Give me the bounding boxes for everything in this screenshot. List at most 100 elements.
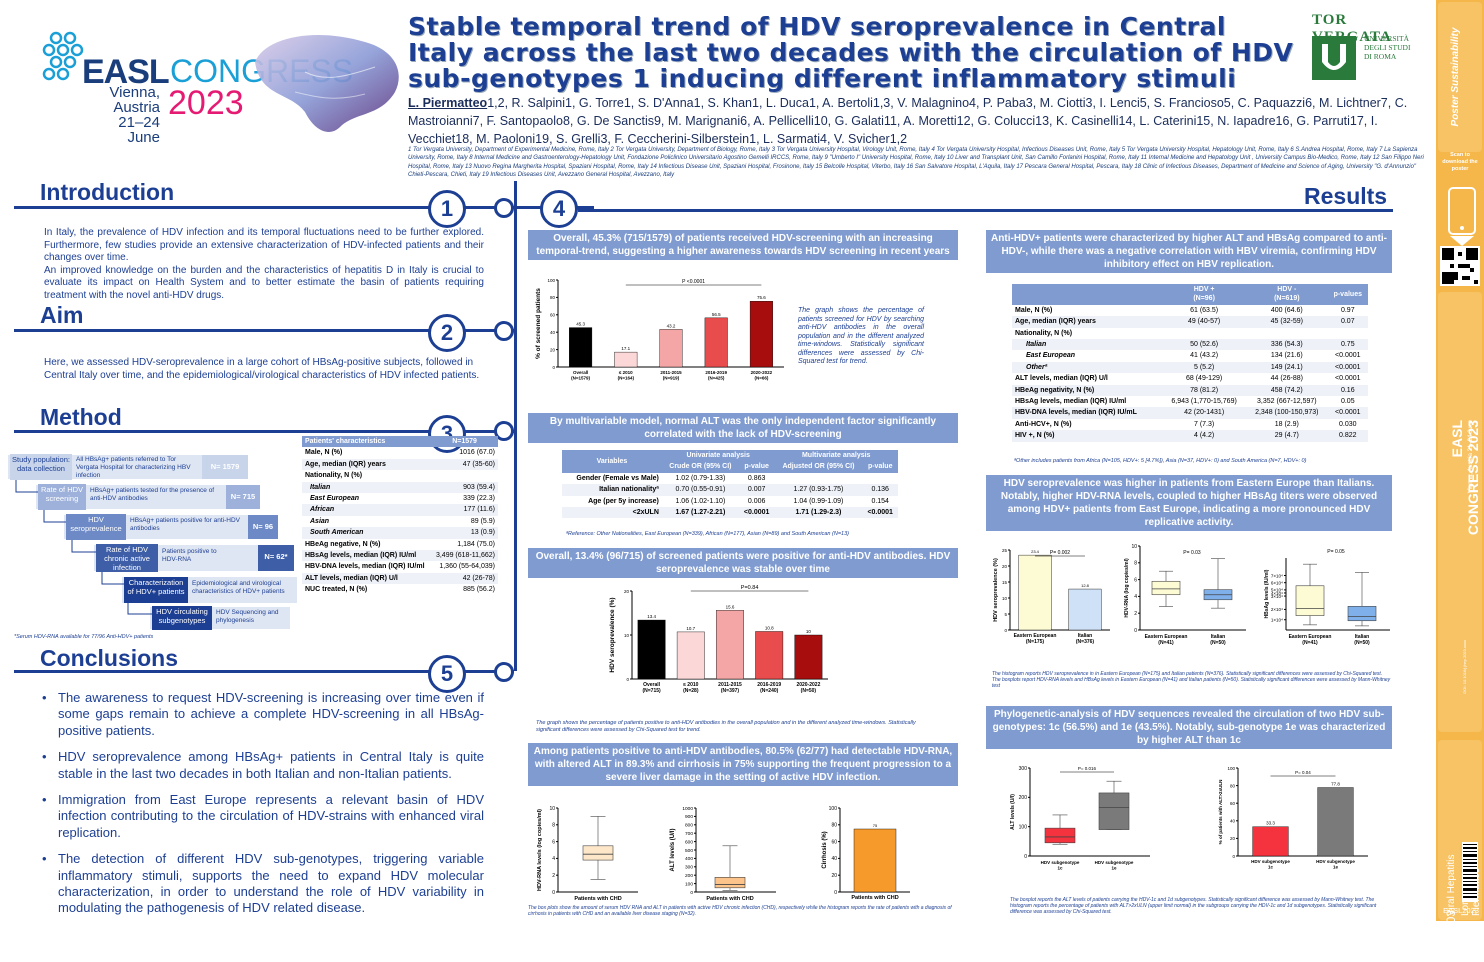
- table-row: Age (per 5y increase) 1.06 (1.02-1.10) 0.0…: [562, 496, 898, 507]
- bar: [1068, 588, 1102, 631]
- table-cell: 1.27 (0.93-1.75): [793, 486, 844, 494]
- table-cell: <0.0001: [1335, 352, 1361, 360]
- table-cell: 458 (74.2): [1270, 386, 1303, 394]
- flow-text-6: HDV Sequencing and phylogenesis: [216, 609, 279, 624]
- x-tick-label: (N=41): [1158, 640, 1174, 646]
- table-cell: Male, N (%): [305, 449, 343, 457]
- table-cell: 1.02 (0.79-1.33): [675, 474, 726, 482]
- mv-subheader: p-value: [744, 463, 769, 471]
- y-tick-label: 5×10⁴: [1271, 588, 1283, 593]
- table-cell: 0.822: [1339, 432, 1357, 440]
- flow-text-2: HBsAg+ patients tested for the presence …: [90, 487, 215, 502]
- data-label: 33.3: [1266, 821, 1275, 826]
- x-tick-label: (N=397): [721, 688, 740, 694]
- table-row: HBV-DNA levels, median (IQR) IU/mL 42 (20…: [1012, 407, 1368, 419]
- table-cell: Male, N (%): [1015, 306, 1053, 314]
- section-number-4: 4: [540, 190, 578, 228]
- x-tick-label: 1c: [1268, 865, 1274, 870]
- flow-n-box-1: [202, 455, 248, 479]
- data-label: 12.8: [1081, 583, 1090, 588]
- table-cell: Age (per 5y increase): [588, 497, 659, 505]
- box: [1151, 580, 1181, 596]
- aim-divider: [14, 329, 514, 332]
- y-tick-label: 100: [547, 278, 555, 283]
- y-axis-label: HDV seroprevalence (%): [609, 597, 616, 672]
- x-tick-label: Patients with CHD: [706, 896, 753, 902]
- x-tick-label: 2011-2015: [718, 682, 742, 688]
- table-cell: 13 (0.9): [470, 529, 495, 537]
- table-cell: South American: [310, 529, 364, 537]
- x-tick-label: ≤ 2010: [619, 370, 633, 375]
- x-tick-label: (N=919): [663, 376, 680, 381]
- table-cell: 0.75: [1340, 341, 1355, 349]
- flow-box-5: Characterization of HDV+ patients: [124, 577, 188, 603]
- x-tick-label: (N=715): [642, 688, 661, 694]
- flow-n-1: N= 1579: [210, 462, 240, 471]
- table-row: East European 41 (43.2) 134 (21.6) <0.0001: [1012, 350, 1368, 361]
- data-label: 13.4: [647, 614, 656, 619]
- mv-subheader: p-value: [867, 463, 893, 471]
- y-tick-label: 4: [552, 856, 555, 862]
- x-tick-label: Patients with CHD: [574, 896, 621, 902]
- sidebar-congress-place: Vienna, Austria 21–24 June: [1468, 420, 1474, 494]
- bar: [1252, 826, 1289, 857]
- table-cell: HBV-DNA levels, median (IQR) IU/ml: [305, 563, 425, 571]
- table-row: NUC treated, N (%) 885 (56.2): [302, 584, 498, 595]
- y-tick-label: 2: [552, 873, 555, 879]
- y-tick-label: 20: [1230, 836, 1236, 841]
- p-value-label: P=0.84: [741, 585, 759, 591]
- subgenotype-alt-boxplot: 0 100 200 300 ALT levels (U/l) HDV subgenotyp…: [1010, 766, 1150, 871]
- y-tick-label: 40: [831, 856, 837, 862]
- table-cell: 177 (11.6): [463, 506, 495, 514]
- east-europe-caption: The histogram reports HDV seroprevalence…: [992, 671, 1391, 689]
- table-row: Anti-HCV+, N (%) 7 (7.3) 18 (2.9) 0.030: [1012, 419, 1368, 430]
- hdv-characteristics-body: Male, N (%) 61 (63.5) 400 (64.6) 0.97 Age, m…: [1012, 305, 1368, 442]
- y-tick-label: 4: [1134, 594, 1137, 600]
- smartphone-icon: [1448, 187, 1476, 235]
- section-number-2: 2: [428, 314, 466, 352]
- data-label: 15.6: [726, 604, 735, 609]
- table-cell: HBeAg negativity, N (%): [1015, 386, 1095, 394]
- congress-dates: 21–24 June: [118, 114, 160, 146]
- sidebar-congress-box: [1438, 292, 1482, 732]
- connector-node: [494, 662, 514, 682]
- x-tick-label: Eastern European: [1014, 633, 1057, 639]
- y-tick-label: 3×10⁴: [1271, 594, 1283, 599]
- table-cell: Nationality, N (%): [1015, 329, 1073, 337]
- bar: [853, 828, 897, 893]
- easl-hexagon-logo-icon: [42, 31, 84, 81]
- y-tick-label: 7×10⁴: [1271, 573, 1283, 578]
- x-tick-label: 1e: [1333, 865, 1339, 870]
- qr-code-icon[interactable]: [1440, 246, 1480, 286]
- liver-illustration-icon: [255, 34, 399, 132]
- qr-code-pattern: [1442, 248, 1478, 284]
- table-row: Age, median (IQR) years 47 (35-60): [302, 458, 498, 471]
- presenting-author: L. Piermatteo: [408, 96, 488, 110]
- y-tick-label: 600: [685, 839, 693, 845]
- x-tick-label: (N=50): [1354, 640, 1370, 646]
- conclusions-divider: [14, 670, 514, 673]
- table-row: ALT levels, median (IQR) U/l 42 (26-78): [302, 572, 498, 585]
- table-row: Gender (Female vs Male) 1.02 (0.79-1.33) 0…: [562, 473, 898, 484]
- flow-text-4: Patients positive to HDV-RNA: [162, 548, 217, 563]
- mv-header-multivariate: Multivariate analysis: [801, 452, 871, 459]
- section-number-3: 3: [428, 415, 466, 453]
- flow-box-4: Rate of HDV chronic active infection: [96, 544, 158, 572]
- subgenotype-alt2xuln-chart: 0 20 40 60 80 100 % of patients with ALT>2xULN…: [1218, 766, 1368, 870]
- hdv-table-header: [1012, 284, 1162, 305]
- y-tick-label: 800: [685, 823, 693, 829]
- bar: [716, 610, 744, 680]
- y-tick-label: 700: [685, 831, 693, 837]
- table-cell: 0.05: [1340, 398, 1355, 406]
- y-axis-label: HBsAg levels (IU/ml): [1264, 569, 1270, 618]
- table-cell: NUC treated, N (%): [305, 586, 368, 594]
- box: [1295, 585, 1325, 616]
- bar: [676, 631, 705, 680]
- mv-header-variables: Variables: [596, 457, 628, 465]
- hdv-table-header: HDV - (N=619): [1274, 286, 1300, 303]
- table-row: East European 339 (22.3): [302, 493, 498, 504]
- table-cell: 0.136: [871, 486, 889, 494]
- y-tick-label: 80: [550, 295, 556, 300]
- table-cell: 29 (4.7): [1274, 432, 1299, 440]
- y-axis-label: % of patients with ALT>2xULN: [1218, 780, 1223, 845]
